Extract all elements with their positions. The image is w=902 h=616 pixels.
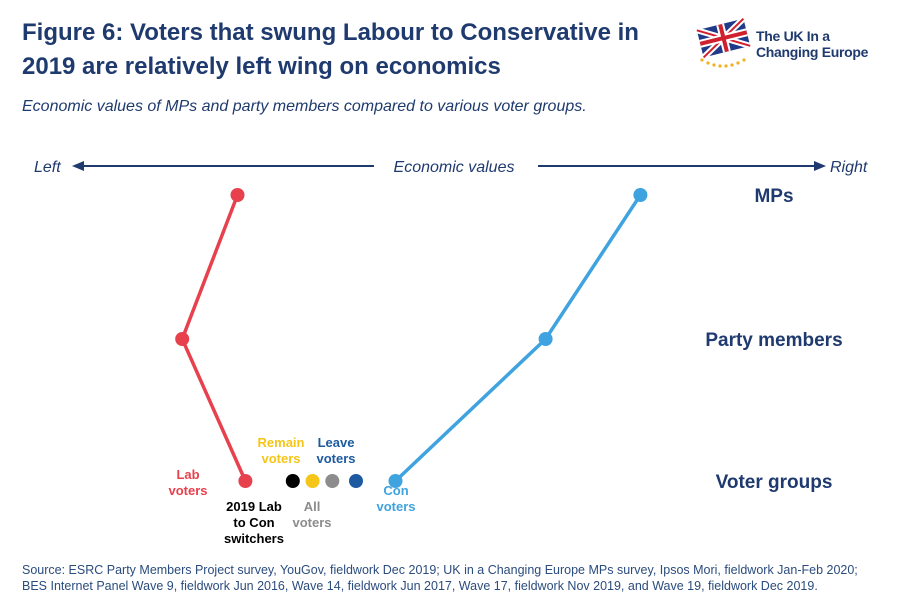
point-conservative-party-members	[538, 332, 553, 346]
series-line-labour	[180, 194, 247, 482]
axis-right-label: Right	[830, 159, 868, 176]
label-con-voters-line-1: Con	[383, 483, 408, 498]
logo: The UK In a Changing Europe	[694, 16, 894, 72]
label-switchers-line-2: to Con	[233, 515, 274, 530]
label-all-voters-line-1: All	[304, 499, 321, 514]
logo-line-1: The UK In a	[756, 28, 830, 44]
axis-arrow-left	[72, 161, 84, 171]
label-remain-voters-line-2: voters	[261, 451, 300, 466]
logo-line-2: Changing Europe	[756, 44, 869, 60]
chart-subtitle: Economic values of MPs and party members…	[22, 98, 587, 115]
series-line-conservative	[394, 194, 642, 483]
label-remain-voters-line-1: Remain	[258, 435, 305, 450]
point-remain-voters	[305, 474, 320, 488]
point-all-voters	[325, 474, 340, 488]
point-labour-mps	[230, 188, 245, 202]
label-leave-voters-line-2: voters	[316, 451, 355, 466]
label-switchers-line-3: switchers	[224, 531, 284, 546]
row-label-mps: MPs	[754, 186, 793, 207]
point-labour-voter-groups	[238, 474, 253, 488]
point-2019-lab-to-con-switchers	[285, 474, 300, 488]
x-axis-label: Economic values	[394, 159, 515, 176]
point-conservative-mps	[633, 188, 648, 202]
label-leave-voters-line-1: Leave	[318, 435, 355, 450]
label-lab-voters-line-1: Lab	[176, 467, 199, 482]
label-all-voters-line-2: voters	[292, 515, 331, 530]
label-lab-voters-line-2: voters	[168, 483, 207, 498]
source-note: Source: ESRC Party Members Project surve…	[22, 563, 858, 593]
axis-left-label: Left	[34, 159, 61, 176]
point-labour-party-members	[175, 332, 190, 346]
row-label-voter-groups: Voter groups	[716, 472, 833, 493]
row-label-party-members: Party members	[705, 330, 842, 351]
chart-title: Figure 6: Voters that swung Labour to Co…	[22, 19, 639, 80]
label-con-voters-line-2: voters	[376, 499, 415, 514]
point-leave-voters	[349, 474, 363, 488]
union-flag-icon	[696, 16, 752, 68]
axis-arrow-right	[814, 161, 826, 171]
chart-area: Left Right Economic values MPs Party members…	[34, 159, 868, 546]
logo-text: The UK In a Changing Europe	[756, 28, 868, 60]
point-conservative-voter-groups	[388, 474, 403, 488]
label-switchers-line-1: 2019 Lab	[226, 499, 282, 514]
